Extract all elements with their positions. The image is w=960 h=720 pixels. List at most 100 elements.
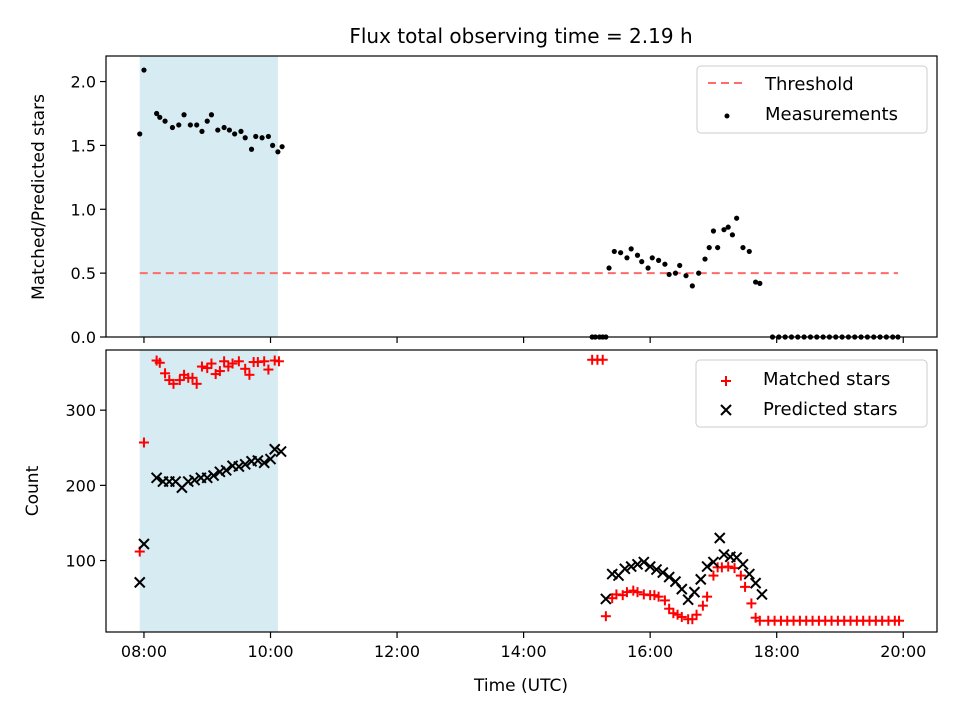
matched-star-point	[621, 587, 632, 598]
x-axis-label: Time (UTC)	[473, 676, 568, 696]
measurement-point	[683, 273, 689, 279]
top-x-axis-ticks	[143, 337, 904, 343]
measurement-point	[639, 259, 645, 265]
measurement-point	[232, 131, 238, 137]
top-shaded-interval	[139, 56, 278, 337]
measurement-point	[279, 144, 285, 150]
measurement-point	[194, 122, 200, 128]
x-tick-label: 08:00	[121, 642, 167, 661]
predicted-star-point	[631, 558, 644, 571]
matched-star-point	[160, 368, 171, 379]
measurement-point	[740, 244, 746, 251]
matched-star-point	[219, 356, 230, 367]
matched-star-point	[676, 611, 687, 622]
predicted-star-point	[644, 560, 656, 573]
matched-star-point	[244, 369, 255, 380]
top-y-tick-label: 0.5	[71, 264, 96, 283]
measurement-point	[226, 127, 232, 133]
x-tick-label: 18:00	[754, 642, 800, 661]
measurement-point	[702, 256, 708, 262]
predicted-star-point	[663, 571, 675, 583]
measurement-point	[666, 271, 672, 278]
measurement-point	[141, 67, 147, 73]
predicted-star-point	[756, 588, 768, 601]
measurement-point	[753, 279, 759, 285]
predicted-star-point	[138, 538, 150, 550]
x-tick-label: 14:00	[501, 642, 547, 661]
legend-matched-swatch	[721, 376, 731, 386]
measurement-point	[746, 248, 752, 255]
matched-star-point	[702, 591, 713, 602]
measurement-point	[710, 228, 717, 234]
measurement-point	[162, 118, 168, 124]
predicted-star-point	[718, 548, 730, 561]
predicted-star-point	[134, 576, 146, 589]
legend-measurements-label: Measurements	[765, 104, 898, 125]
measurement-point	[696, 270, 702, 276]
bottom-y-tick-label: 100	[65, 552, 96, 571]
matched-star-point	[894, 615, 905, 626]
matched-star-point	[735, 570, 746, 581]
matched-star-point	[187, 372, 198, 383]
measurement-point	[176, 122, 182, 128]
bottom-panel: 100 200 300 08:00 10:00 12:00 14:00 16:00 18:00…	[23, 349, 938, 696]
matched-star-point	[600, 611, 611, 622]
measurement-point	[618, 250, 624, 256]
x-tick-label: 10:00	[247, 642, 293, 661]
measurement-point	[204, 118, 210, 124]
figure-title: Flux total observing time = 2.19 h	[349, 24, 692, 48]
matched-star-point	[227, 358, 238, 369]
top-y-axis-ticks: 0.0 0.5 1.0 1.5 2.0	[71, 73, 106, 347]
predicted-star-point	[239, 458, 251, 471]
measurement-point	[253, 133, 259, 140]
measurement-point	[672, 270, 679, 276]
matched-star-point	[708, 570, 719, 581]
bottom-y-tick-label: 300	[65, 401, 96, 420]
bottom-legend-frame	[695, 359, 928, 428]
measurement-point	[734, 215, 740, 221]
predicted-star-point	[275, 445, 287, 458]
top-legend-frame	[696, 65, 928, 134]
matched-star-point	[263, 364, 274, 375]
legend-predicted-swatch	[720, 404, 732, 416]
matched-star-point	[754, 615, 765, 626]
measurement-point	[221, 124, 227, 131]
top-y-tick-label: 1.0	[71, 200, 96, 219]
legend-threshold-label: Threshold	[764, 74, 854, 95]
measurement-point	[649, 255, 655, 261]
bottom-legend: Matched stars Predicted stars	[695, 359, 928, 428]
measurement-point	[611, 248, 617, 255]
matched-star-point	[273, 356, 284, 367]
predicted-star-point	[657, 566, 669, 579]
predicted-star-point	[676, 583, 688, 595]
measurement-point	[624, 255, 630, 261]
predicted-star-point	[650, 563, 663, 576]
legend-predicted-label: Predicted stars	[763, 399, 897, 420]
measurement-point	[757, 280, 763, 286]
bottom-y-tick-label: 200	[65, 476, 96, 495]
bottom-shaded-interval	[139, 350, 278, 632]
x-tick-label: 20:00	[880, 642, 926, 661]
matched-star-point	[196, 361, 207, 372]
measurement-point	[199, 128, 205, 134]
measurement-point	[634, 252, 641, 258]
predicted-star-point	[252, 454, 264, 467]
measurement-point	[248, 146, 255, 152]
measurement-point	[715, 244, 721, 251]
bottom-y-axis-label: Count	[23, 465, 43, 516]
matched-star-point	[740, 581, 751, 592]
matched-star-point	[746, 598, 757, 609]
matched-star-point	[206, 358, 217, 369]
top-y-tick-label: 1.5	[71, 136, 96, 155]
measurement-point	[208, 112, 215, 118]
measurement-point	[628, 246, 634, 252]
predicted-star-point	[201, 472, 213, 484]
top-panel: 0.00.51.01.52.0 Matched/Predicted stars …	[29, 55, 938, 347]
measurement-point	[169, 124, 176, 131]
measurement-point	[706, 244, 712, 251]
predicted-stars-points	[134, 443, 768, 606]
measurement-point	[137, 131, 143, 137]
x-tick-label: 16:00	[627, 642, 673, 661]
predicted-star-point	[150, 472, 163, 484]
